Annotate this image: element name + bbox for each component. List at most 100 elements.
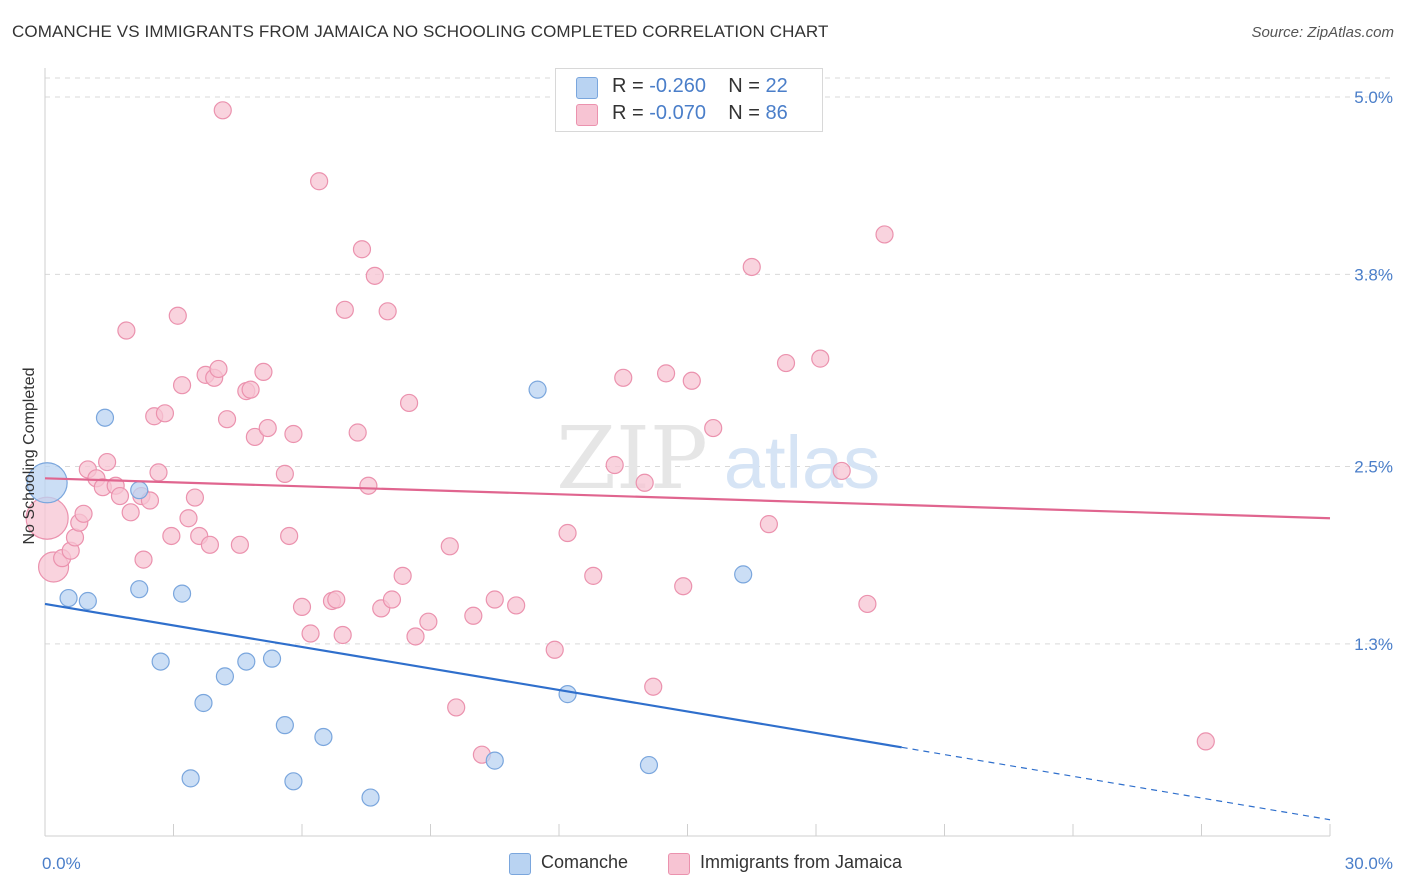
jamaica-point-76 (704, 418, 723, 438)
trend-lines (44, 477, 1331, 821)
grid-lines (45, 77, 1390, 645)
legend-n-value-jamaica: 86 (765, 102, 788, 124)
correlation-legend: R = -0.260 N = 22 R = -0.070 N = 86 (555, 68, 823, 132)
axes (44, 68, 1331, 837)
comanche-point-12 (275, 716, 294, 735)
jamaica-point-68 (584, 566, 603, 585)
series-jamaica-points (25, 101, 1215, 764)
jamaica-point-20 (155, 404, 175, 423)
jamaica-point-32 (217, 410, 237, 429)
jamaica-point-67 (558, 523, 577, 543)
jamaica-point-73 (656, 364, 676, 383)
y-tick-label-2: 3.8% (1354, 265, 1393, 284)
jamaica-point-36 (245, 427, 264, 447)
jamaica-point-61 (447, 698, 466, 717)
legend-n-value-comanche: 22 (765, 75, 788, 97)
jamaica-point-83 (875, 225, 894, 244)
comanche-point-15 (181, 769, 200, 788)
jamaica-point-57 (399, 393, 419, 413)
comanche-point-4 (130, 580, 149, 599)
y-axis-title: No Schooling Completed (21, 368, 38, 545)
comanche-point-1 (59, 588, 78, 608)
jamaica-point-31 (213, 101, 232, 120)
series-comanche-points (26, 380, 753, 807)
jamaica-point-82 (858, 594, 877, 614)
comanche-point-16 (284, 772, 303, 791)
comanche-point-2 (78, 591, 97, 611)
jamaica-point-48 (335, 300, 354, 319)
jamaica-point-71 (635, 473, 654, 492)
comanche-point-0 (26, 462, 68, 504)
jamaica-point-37 (254, 362, 273, 382)
jamaica-point-40 (280, 526, 299, 546)
comanche-point-7 (172, 584, 192, 603)
jamaica-point-56 (393, 566, 412, 585)
comanche-trend-line (44, 602, 902, 749)
legend-n-label: N = (728, 102, 760, 124)
jamaica-point-25 (185, 488, 205, 507)
jamaica-point-50 (352, 240, 372, 259)
jamaica-point-30 (209, 359, 228, 379)
jamaica-point-46 (327, 590, 346, 609)
jamaica-point-60 (440, 537, 459, 556)
watermark-atlas: atlas (724, 421, 880, 504)
watermark-zip: ZIP (556, 409, 708, 509)
bottom-legend-swatch-comanche (509, 853, 531, 875)
chart-source: Source: ZipAtlas.com (1251, 24, 1394, 41)
jamaica-point-6 (74, 504, 93, 523)
watermark: ZIP atlas (556, 409, 880, 509)
comanche-point-19 (558, 685, 577, 704)
jamaica-point-69 (605, 455, 624, 475)
y-tick-label-3: 5.0% (1354, 88, 1393, 107)
legend-n-label: N = (728, 75, 760, 97)
jamaica-point-81 (832, 461, 851, 481)
jamaica-point-39 (275, 464, 294, 483)
jamaica-point-78 (759, 515, 778, 534)
jamaica-point-19 (149, 463, 168, 482)
legend-r-label: R = (612, 75, 644, 97)
comanche-point-18 (528, 380, 547, 399)
legend-r-value-jamaica: -0.070 (649, 102, 706, 124)
jamaica-point-84 (1196, 732, 1215, 751)
comanche-point-21 (734, 565, 753, 584)
jamaica-point-72 (644, 677, 663, 696)
comanche-point-14 (361, 788, 380, 807)
jamaica-point-52 (365, 266, 384, 285)
jamaica-point-24 (179, 509, 198, 528)
comanche-point-5 (130, 481, 149, 500)
jamaica-point-22 (168, 306, 187, 325)
bottom-legend-label-comanche: Comanche (541, 852, 629, 872)
jamaica-point-47 (333, 625, 352, 645)
chart-title: COMANCHE VS IMMIGRANTS FROM JAMAICA NO S… (12, 22, 829, 41)
jamaica-point-70 (614, 368, 633, 387)
jamaica-point-75 (682, 371, 701, 390)
jamaica-point-43 (301, 624, 320, 643)
jamaica-point-16 (134, 550, 153, 569)
comanche-point-17 (485, 751, 504, 770)
comanche-point-10 (237, 652, 256, 671)
jamaica-point-66 (545, 640, 564, 659)
jamaica-point-33 (230, 535, 249, 554)
jamaica-point-12 (110, 486, 130, 506)
x-tick-label-0: 0.0% (42, 854, 81, 873)
comanche-point-11 (262, 649, 282, 668)
jamaica-point-77 (742, 257, 761, 277)
jamaica-point-51 (359, 476, 378, 495)
legend-r-value-comanche: -0.260 (649, 75, 706, 97)
jamaica-point-35 (241, 380, 260, 399)
jamaica-point-64 (485, 590, 504, 609)
jamaica-point-13 (117, 321, 136, 340)
jamaica-trend-line (44, 477, 1331, 520)
comanche-point-13 (314, 727, 333, 747)
jamaica-point-38 (258, 418, 277, 438)
jamaica-point-80 (811, 349, 830, 368)
jamaica-point-42 (292, 597, 312, 617)
jamaica-point-44 (310, 172, 329, 191)
comanche-point-20 (639, 755, 659, 775)
jamaica-point-74 (674, 577, 693, 596)
jamaica-point-14 (121, 503, 140, 522)
bottom-legend-swatch-jamaica (668, 853, 690, 875)
jamaica-point-58 (406, 627, 425, 646)
y-tick-label-0: 1.3% (1354, 635, 1393, 654)
